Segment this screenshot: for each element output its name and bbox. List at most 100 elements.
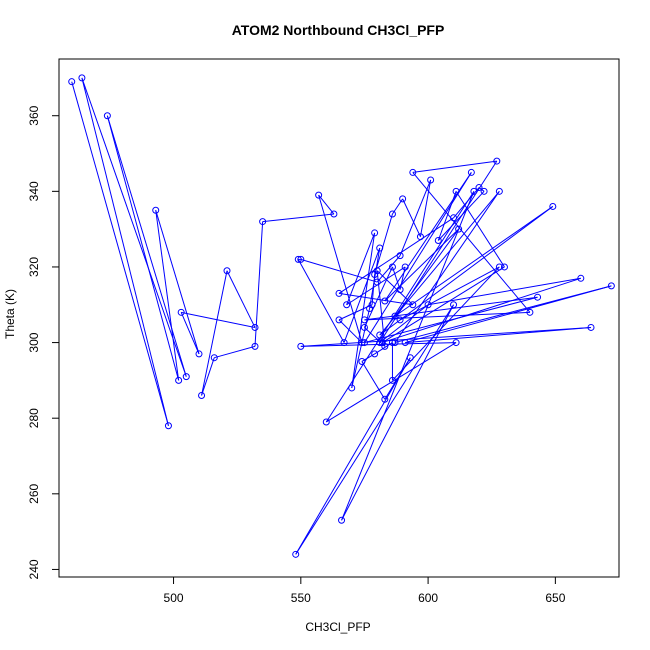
series-line-segment xyxy=(81,77,169,426)
data-point xyxy=(251,342,259,350)
data-point xyxy=(480,187,488,195)
series-line-segment xyxy=(341,304,454,521)
data-point xyxy=(198,392,206,400)
series-line-segment xyxy=(374,213,393,275)
data-point xyxy=(358,357,366,365)
series-line-segment xyxy=(399,179,432,256)
data-point xyxy=(409,168,417,176)
series-line-segment xyxy=(376,255,401,283)
data-point xyxy=(315,191,323,199)
data-point xyxy=(376,331,384,339)
data-point xyxy=(78,74,86,82)
series-line-segment xyxy=(106,115,187,377)
y-tick-label: 340 xyxy=(27,181,41,201)
series-line-segment xyxy=(392,266,500,381)
data-point xyxy=(366,305,374,313)
data-point xyxy=(330,210,338,218)
data-point xyxy=(388,263,396,271)
series-line-segment xyxy=(412,172,531,313)
data-point xyxy=(103,112,111,120)
series-line-segment xyxy=(318,194,363,343)
data-point xyxy=(340,339,348,347)
series-line-segment xyxy=(412,160,497,173)
data-point xyxy=(396,286,404,294)
data-point xyxy=(391,339,399,347)
data-point xyxy=(495,263,503,271)
x-tick-label: 500 xyxy=(164,591,184,605)
chart-title: ATOM2 Northbound CH3Cl_PFP xyxy=(232,22,445,38)
plot-frame xyxy=(58,58,620,578)
data-point xyxy=(399,195,407,203)
series-line-segment xyxy=(361,361,386,400)
y-tick-label: 280 xyxy=(27,408,41,428)
data-point xyxy=(322,418,330,426)
series-line-segment xyxy=(81,77,187,377)
series-line-segment xyxy=(295,357,411,555)
data-point xyxy=(452,339,460,347)
series-line-segment xyxy=(394,228,460,317)
y-tick-label: 300 xyxy=(27,332,41,352)
series-line-segment xyxy=(376,270,386,347)
series-line-segment xyxy=(379,191,500,336)
x-tick-label: 650 xyxy=(545,591,565,605)
data-point xyxy=(450,301,458,309)
data-point xyxy=(259,218,267,226)
series-line-segment xyxy=(300,326,592,347)
data-series xyxy=(68,74,615,558)
data-point xyxy=(406,354,414,362)
data-point xyxy=(388,210,396,218)
data-point xyxy=(360,323,368,331)
data-point xyxy=(292,550,300,558)
series-line-segment xyxy=(364,296,538,344)
series-line-segment xyxy=(419,179,432,237)
series-line-segment xyxy=(346,232,376,305)
data-point xyxy=(373,278,381,286)
data-point xyxy=(607,282,615,290)
data-point xyxy=(500,263,508,271)
series-line-segment xyxy=(394,206,554,317)
data-point xyxy=(338,516,346,524)
data-point xyxy=(409,301,417,309)
data-point xyxy=(416,233,424,241)
series-line-segment xyxy=(405,326,592,344)
data-point xyxy=(534,293,542,301)
data-point xyxy=(467,168,475,176)
data-point xyxy=(424,301,432,309)
data-point xyxy=(401,263,409,271)
series-line-segment xyxy=(71,81,169,426)
x-axis-label: CH3Cl_PFP xyxy=(305,620,370,634)
data-point xyxy=(223,267,231,275)
series-line-segment xyxy=(374,342,393,355)
x-tick-label: 550 xyxy=(291,591,311,605)
data-point xyxy=(251,323,259,331)
data-point xyxy=(294,255,302,263)
series-line-segment xyxy=(382,266,505,344)
data-point xyxy=(376,244,384,252)
data-point xyxy=(373,267,381,275)
series-line-segment xyxy=(325,191,475,423)
data-point xyxy=(297,342,305,350)
series-line-segment xyxy=(402,198,421,237)
data-point xyxy=(371,229,379,237)
series-line-segment xyxy=(338,319,363,343)
y-tick-label: 320 xyxy=(27,257,41,277)
data-point xyxy=(470,187,478,195)
data-point xyxy=(452,187,460,195)
series-line-segment xyxy=(326,342,457,423)
data-point xyxy=(378,339,386,347)
data-point xyxy=(358,339,366,347)
data-point xyxy=(177,308,185,316)
series-line-segment xyxy=(318,194,335,215)
series-line-segment xyxy=(214,345,256,359)
data-point xyxy=(360,339,368,347)
data-point xyxy=(348,384,356,392)
y-tick-label: 360 xyxy=(27,105,41,125)
x-axis: 500 550 600 650 xyxy=(164,577,566,605)
series-line-segment xyxy=(351,308,371,389)
series-line-segment xyxy=(364,327,386,347)
data-point xyxy=(475,184,483,192)
data-point xyxy=(152,206,160,214)
series-line-segment xyxy=(155,210,200,355)
series-line-segment xyxy=(300,258,378,283)
